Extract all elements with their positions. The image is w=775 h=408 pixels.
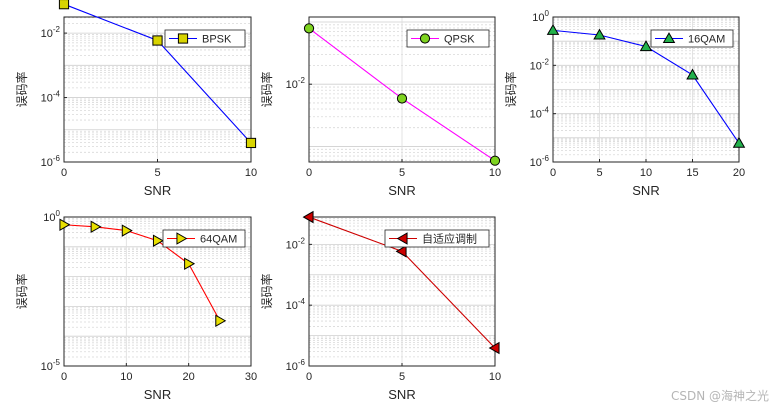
x-axis-label: SNR: [144, 387, 171, 402]
data-point: [215, 314, 227, 328]
data-point: [639, 40, 653, 52]
data-point: [121, 224, 133, 237]
y-tick-label: 10-2: [530, 57, 550, 72]
y-axis-label: 误码率: [14, 71, 29, 107]
subplot-4: 0 10 20 30 100 10-5 SNR 误码率 64QAM: [14, 209, 257, 402]
x-tick-label: 30: [245, 371, 257, 383]
x-axis-label: SNR: [144, 183, 171, 198]
y-tick-label: 10-6: [530, 154, 550, 169]
data-point: [302, 210, 314, 224]
y-tick-label: 10-4: [286, 297, 306, 312]
legend-label: 自适应调制: [422, 232, 477, 246]
x-tick-label: 0: [306, 167, 312, 179]
legend-label: 64QAM: [200, 234, 237, 246]
x-tick-label: 20: [733, 167, 745, 179]
y-tick-label: 10-2: [286, 236, 306, 251]
y-tick-label: 100: [43, 209, 60, 224]
legend-marker: [396, 232, 408, 245]
x-tick-label: 10: [489, 371, 501, 383]
x-tick-label: 15: [686, 167, 698, 179]
x-tick-label: 10: [120, 371, 132, 383]
data-point: [59, 218, 71, 231]
subplot-5: 0 5 10 10-2 10-4 10-6 SNR 误码率 自适应调制: [259, 210, 501, 402]
x-tick-label: 10: [245, 167, 257, 179]
y-tick-label: 10-2: [286, 76, 306, 91]
data-point: [546, 23, 560, 35]
y-tick-label: 10-2: [41, 25, 61, 40]
y-tick-label: 10-6: [41, 154, 61, 169]
y-axis-label: 误码率: [503, 71, 518, 107]
x-tick-label: 0: [306, 371, 312, 383]
y-tick-label: 100: [532, 9, 549, 24]
data-point: [396, 93, 408, 104]
x-tick-label: 0: [550, 167, 556, 179]
y-axis-label: 误码率: [259, 273, 274, 309]
legend-label: QPSK: [444, 34, 475, 46]
legend-label: 16QAM: [688, 34, 725, 46]
x-tick-label: 10: [489, 167, 501, 179]
x-axis-label: SNR: [632, 183, 659, 198]
y-axis-label: 误码率: [14, 273, 29, 309]
data-point: [303, 23, 315, 34]
data-point: [90, 220, 102, 234]
subplot-1: 0 5 10 10-2 10-4 10-6 SNR 误码率 BPSK: [14, 0, 257, 198]
legend-marker: [662, 32, 676, 44]
x-tick-label: 10: [640, 167, 652, 179]
legend: 64QAM: [162, 229, 246, 248]
legend: QPSK: [406, 29, 490, 48]
x-tick-label: 5: [399, 371, 405, 383]
y-tick-label: 10-6: [286, 358, 306, 373]
data-point: [732, 136, 746, 148]
csdn-watermark: CSDN @海神之光: [670, 389, 769, 403]
series-line: [63, 224, 221, 322]
legend: 16QAM: [650, 29, 734, 48]
data-point: [58, 0, 70, 10]
data-point: [152, 35, 163, 46]
x-tick-label: 5: [399, 167, 405, 179]
data-point: [488, 341, 500, 355]
data-point: [152, 234, 164, 247]
legend-marker: [176, 232, 188, 245]
x-tick-label: 0: [61, 371, 67, 383]
y-axis-label: 误码率: [259, 71, 274, 107]
data-point: [686, 68, 699, 80]
data-point: [245, 137, 257, 149]
x-tick-label: 5: [154, 167, 160, 179]
data-point: [184, 257, 196, 271]
legend: BPSK: [164, 29, 246, 48]
legend-marker: [177, 33, 189, 44]
x-tick-label: 0: [61, 167, 67, 179]
y-tick-label: 10-4: [41, 90, 61, 105]
legend-label: BPSK: [202, 34, 232, 46]
axes-box: [63, 216, 252, 367]
data-point: [489, 155, 501, 166]
data-point: [593, 28, 606, 40]
data-point: [395, 245, 407, 258]
subplot-2: 0 5 10 10-2 SNR 误码率 QPSK: [259, 16, 501, 198]
legend: 自适应调制: [384, 229, 490, 248]
y-tick-label: 10-4: [530, 106, 550, 121]
y-tick-label: 10-5: [41, 358, 61, 373]
x-tick-label: 20: [183, 371, 195, 383]
legend-marker: [419, 33, 431, 44]
x-tick-label: 5: [596, 167, 602, 179]
subplot-3: 0 5 10 15 20 100 10-2 10-4 10-6 SNR 误码率 16QAM: [503, 9, 746, 198]
x-axis-label: SNR: [388, 183, 415, 198]
x-axis-label: SNR: [388, 387, 415, 402]
